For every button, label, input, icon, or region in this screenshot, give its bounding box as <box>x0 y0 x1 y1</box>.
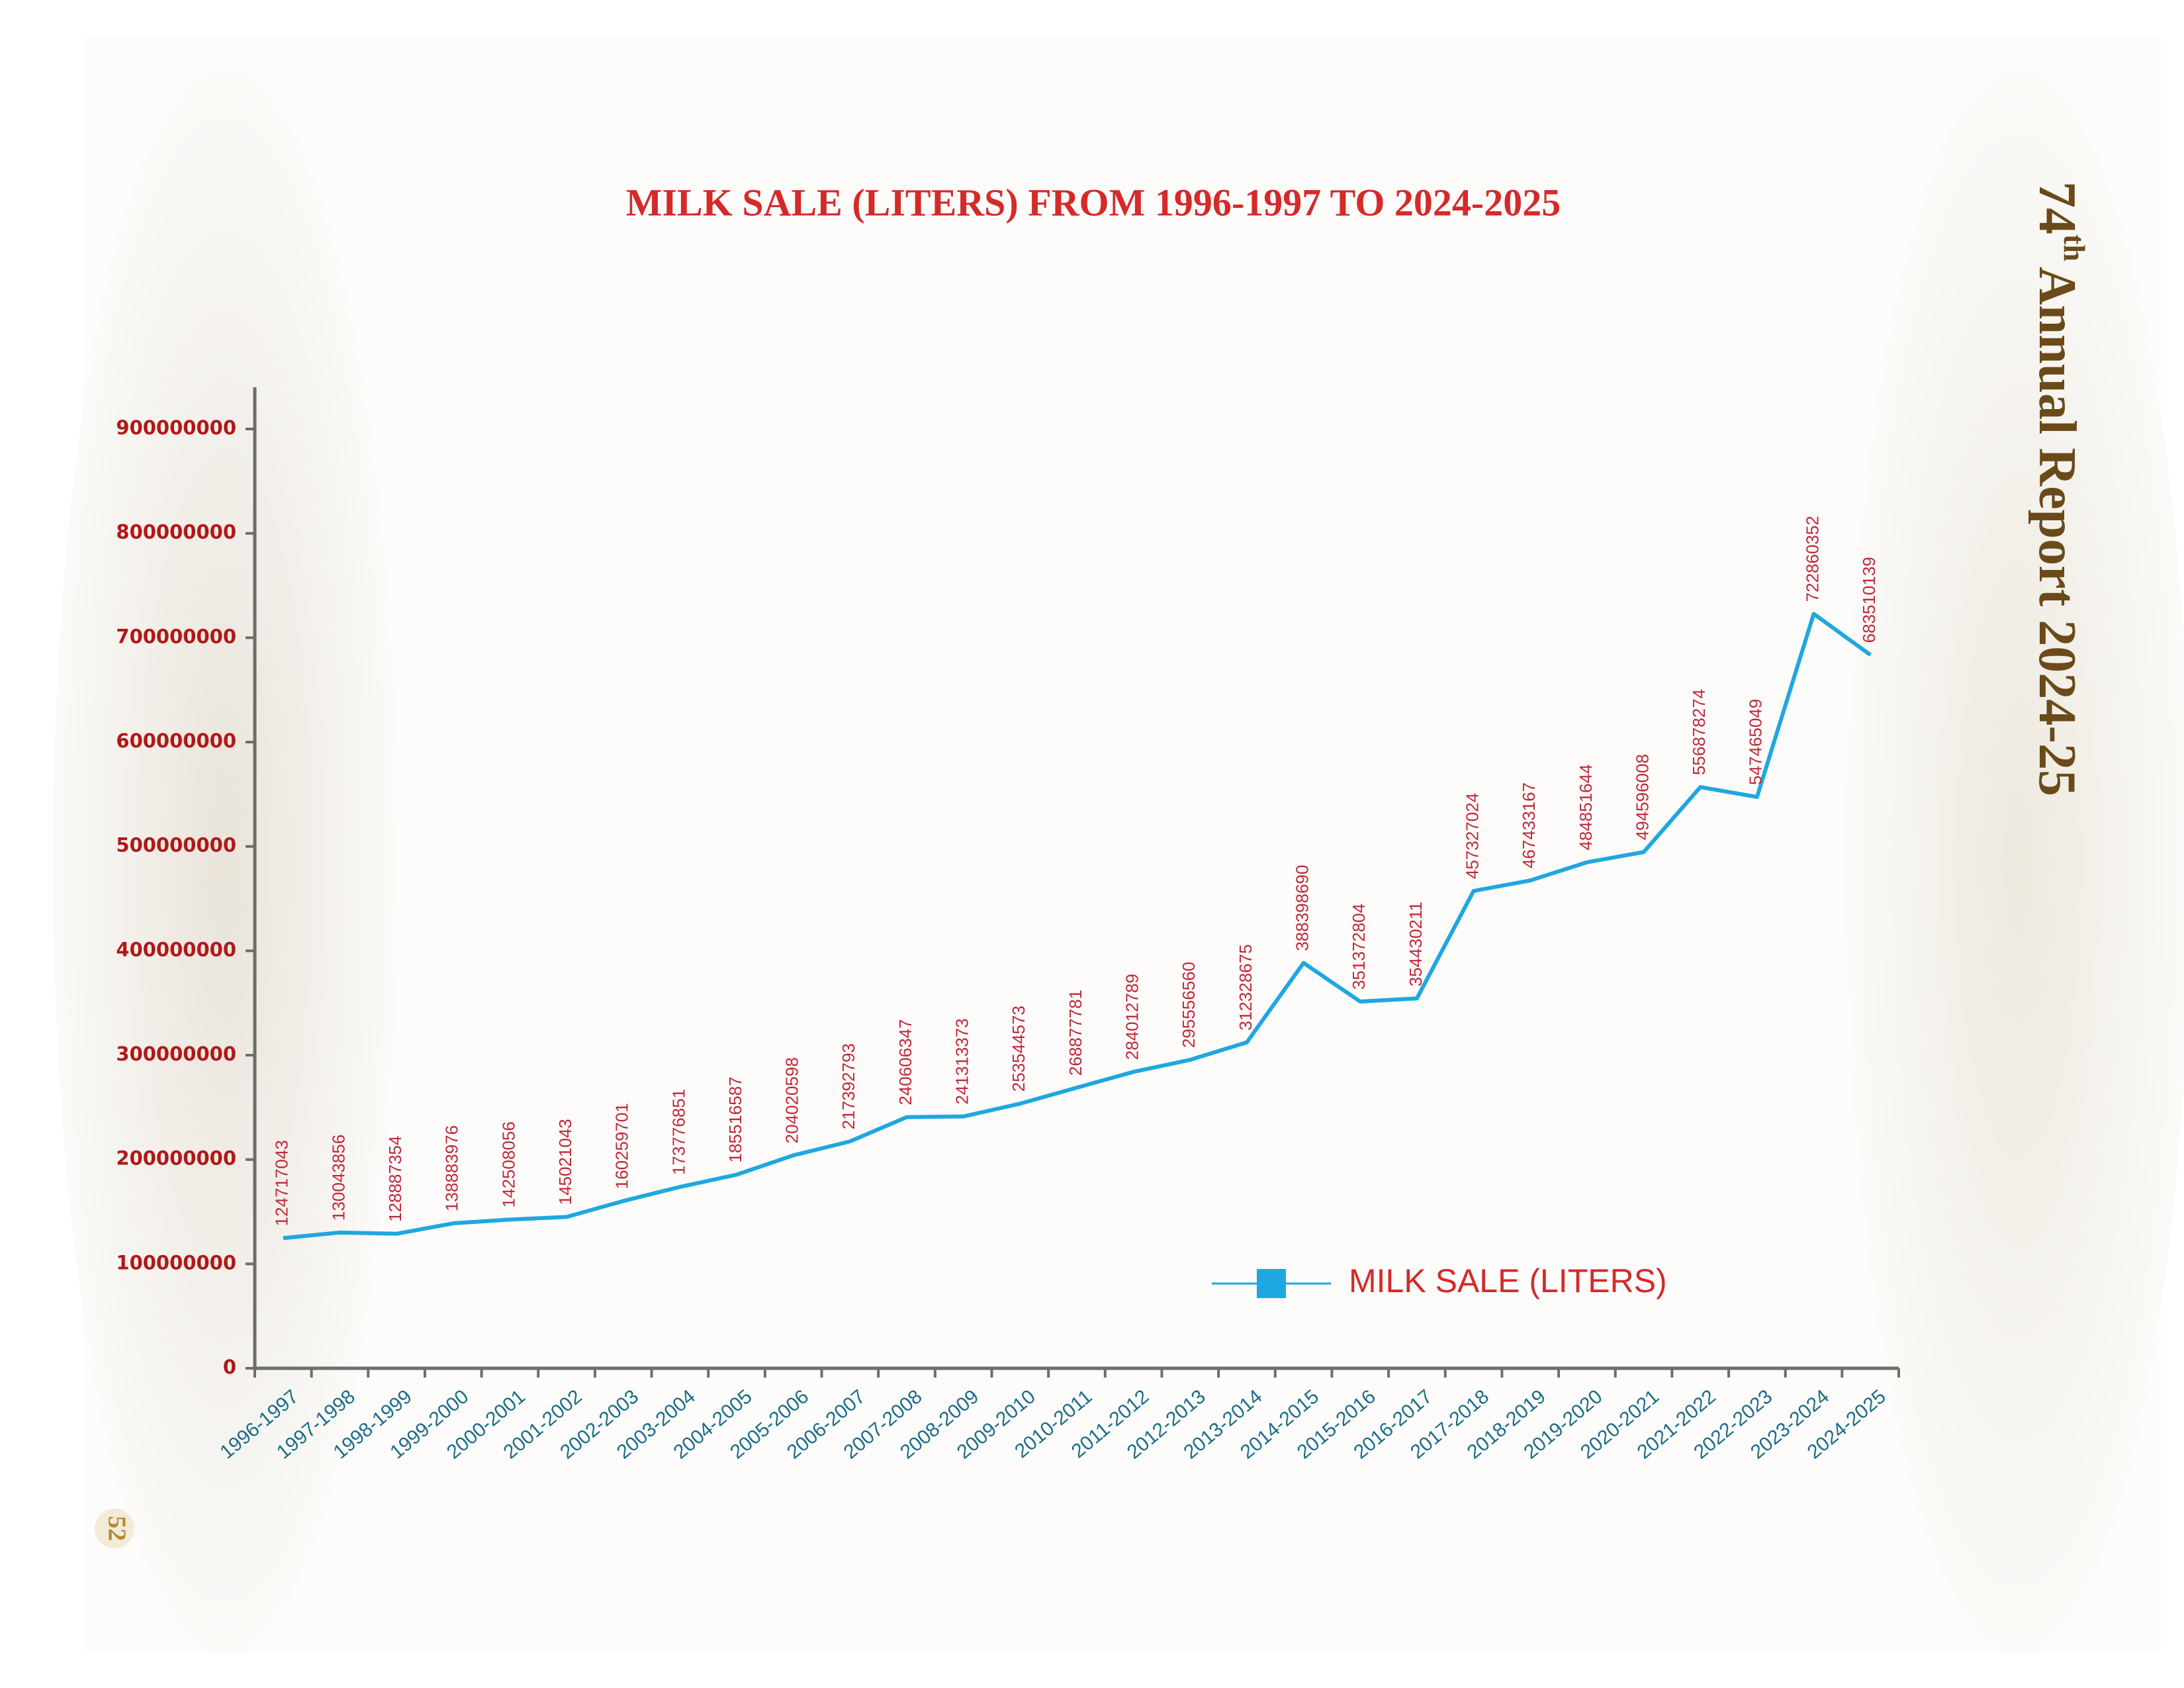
report-number: 74th Annual Report 2024-25 <box>2028 181 2092 796</box>
data-label: 268877781 <box>1066 990 1085 1076</box>
data-label: 240606347 <box>895 1019 915 1105</box>
chart-title: MILK SALE (LITERS) FROM 1996-1997 TO 202… <box>626 181 1561 224</box>
y-tick-label: 400000000 <box>116 938 236 961</box>
y-tick-label: 0 <box>223 1356 236 1378</box>
data-label: 722860352 <box>1802 516 1822 602</box>
data-label: 354430211 <box>1406 902 1426 986</box>
data-label: 457327024 <box>1462 793 1482 879</box>
data-label: 284012789 <box>1122 974 1142 1060</box>
report-number-text: 74 <box>2028 181 2086 234</box>
data-label: 142508056 <box>498 1121 518 1207</box>
page-background <box>83 34 2161 1653</box>
data-label: 547465049 <box>1746 699 1766 785</box>
data-label: 351372804 <box>1349 904 1369 990</box>
data-label: 467433167 <box>1519 782 1539 868</box>
data-label: 217392793 <box>839 1043 858 1129</box>
data-label: 683510139 <box>1859 557 1879 643</box>
milk-decoration <box>1846 66 2184 1655</box>
legend-swatch <box>1257 1269 1286 1298</box>
page-number: 52 <box>103 1516 130 1541</box>
data-label: 295556560 <box>1179 962 1199 1048</box>
data-label: 312328675 <box>1236 944 1255 1030</box>
report-suffix: th <box>2058 234 2091 261</box>
y-tick-label: 800000000 <box>116 521 236 543</box>
data-label: 124717043 <box>272 1140 292 1226</box>
data-label: 138883976 <box>442 1125 462 1211</box>
data-label: 173776851 <box>668 1089 688 1175</box>
data-label: 484851644 <box>1576 764 1596 850</box>
data-label: 185516587 <box>725 1076 745 1162</box>
milk-decoration <box>53 66 397 1655</box>
y-tick-label: 700000000 <box>116 625 236 647</box>
data-label: 388398690 <box>1292 865 1312 951</box>
page-number-badge <box>95 1509 134 1548</box>
legend-label: MILK SALE (LITERS) <box>1349 1262 1667 1299</box>
y-tick-label: 100000000 <box>116 1251 236 1274</box>
data-label: 556878274 <box>1689 689 1709 775</box>
report-heading: 74th Annual Report 2024-25 <box>2028 181 2092 796</box>
data-label: 494596008 <box>1632 754 1652 840</box>
y-tick-label: 600000000 <box>116 729 236 752</box>
y-tick-label: 900000000 <box>116 416 236 439</box>
data-label: 128887354 <box>385 1136 405 1222</box>
data-label: 253544573 <box>1009 1006 1028 1092</box>
data-label: 145021043 <box>555 1119 575 1205</box>
y-tick-label: 500000000 <box>116 834 236 857</box>
data-label: 241313373 <box>952 1018 972 1104</box>
data-line <box>283 612 1872 1241</box>
data-label: 130043856 <box>328 1135 348 1221</box>
data-label: 160259701 <box>612 1103 632 1189</box>
report-title: Annual Report 2024-25 <box>2028 267 2086 796</box>
y-tick-label: 300000000 <box>116 1043 236 1065</box>
y-tick-label: 200000000 <box>116 1147 236 1170</box>
data-label: 204020598 <box>782 1057 802 1143</box>
